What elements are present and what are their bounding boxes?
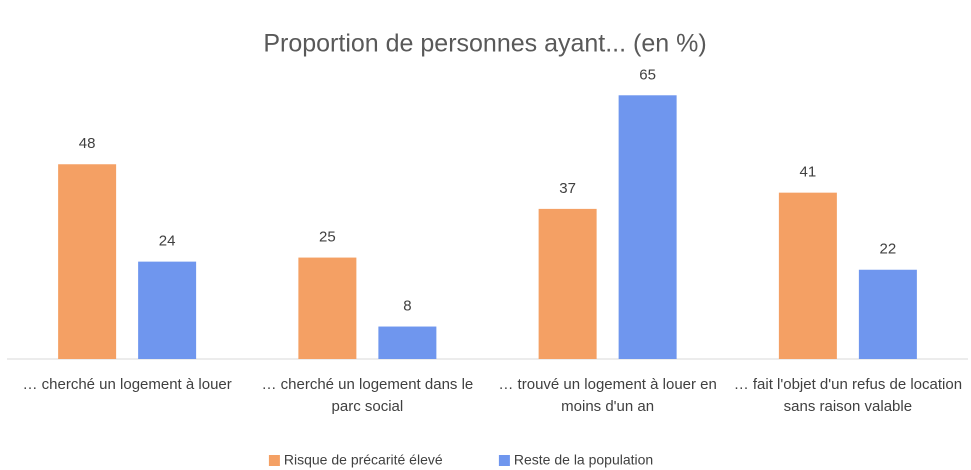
bar xyxy=(298,257,357,359)
chart-title: Proportion de personnes ayant... (en %) xyxy=(263,30,706,58)
bar xyxy=(858,269,917,359)
bar xyxy=(618,95,677,360)
data-label: 48 xyxy=(79,135,96,152)
bar xyxy=(538,208,597,359)
data-label: 41 xyxy=(800,164,817,181)
data-label: 65 xyxy=(639,66,656,83)
data-label: 24 xyxy=(159,233,176,250)
legend-label: Reste de la population xyxy=(514,452,653,468)
x-tick-label: … cherché un logement dans le parc socia… xyxy=(261,376,474,415)
x-tick-label: … fait l'objet d'un refus de location sa… xyxy=(733,376,963,415)
legend-label: Risque de précarité élevé xyxy=(284,452,443,468)
legend-swatch xyxy=(498,455,510,466)
x-tick-label: … trouvé un logement à louer en moins d'… xyxy=(498,376,717,415)
legend-swatch xyxy=(268,455,280,466)
x-tick-label: … cherché un logement à louer xyxy=(22,376,232,393)
bar xyxy=(378,326,437,359)
bar xyxy=(58,164,117,359)
bar xyxy=(138,261,197,359)
data-label: 25 xyxy=(319,229,336,246)
bar xyxy=(778,192,837,359)
data-label: 22 xyxy=(880,241,897,258)
data-label: 8 xyxy=(403,298,411,315)
data-label: 37 xyxy=(559,180,576,197)
